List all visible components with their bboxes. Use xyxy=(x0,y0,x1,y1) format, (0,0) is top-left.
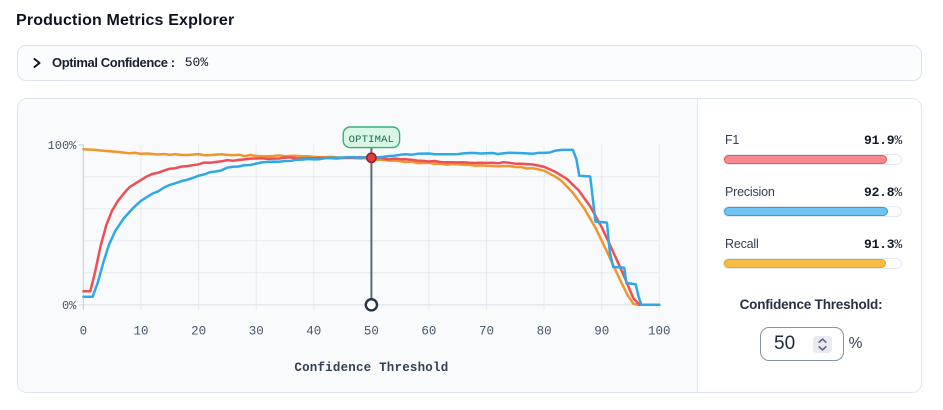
svg-text:0%: 0% xyxy=(62,299,77,313)
svg-text:40: 40 xyxy=(306,324,321,338)
svg-text:100: 100 xyxy=(648,324,671,338)
svg-text:0: 0 xyxy=(80,324,88,338)
svg-text:60: 60 xyxy=(421,324,436,338)
svg-text:10: 10 xyxy=(133,324,148,338)
svg-text:80: 80 xyxy=(537,324,552,338)
svg-text:90: 90 xyxy=(594,324,609,338)
svg-text:Confidence Threshold: Confidence Threshold xyxy=(294,361,448,375)
svg-text:20: 20 xyxy=(191,324,206,338)
svg-text:100%: 100% xyxy=(48,139,78,153)
svg-text:30: 30 xyxy=(249,324,264,338)
svg-text:70: 70 xyxy=(479,324,494,338)
svg-text:OPTIMAL: OPTIMAL xyxy=(349,134,395,146)
svg-text:50: 50 xyxy=(364,324,379,338)
